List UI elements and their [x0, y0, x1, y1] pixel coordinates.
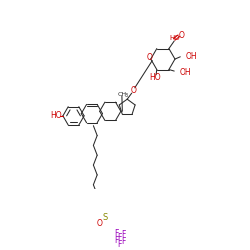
Text: OH: OH — [180, 68, 191, 77]
Text: F: F — [122, 237, 126, 246]
Text: HO: HO — [50, 111, 62, 120]
Text: O: O — [147, 53, 153, 62]
Text: F: F — [118, 240, 122, 249]
Text: F: F — [122, 230, 126, 239]
Text: F: F — [115, 236, 119, 245]
Text: OH: OH — [186, 52, 197, 60]
Text: O: O — [130, 86, 136, 94]
Text: O: O — [179, 31, 185, 40]
Text: HO: HO — [150, 74, 161, 82]
Text: F: F — [118, 233, 122, 242]
Text: S: S — [102, 213, 107, 222]
Text: F: F — [115, 230, 119, 238]
Text: HO: HO — [170, 35, 180, 41]
Text: 3: 3 — [125, 93, 128, 98]
Text: O: O — [96, 219, 102, 228]
Text: CH: CH — [118, 92, 127, 97]
